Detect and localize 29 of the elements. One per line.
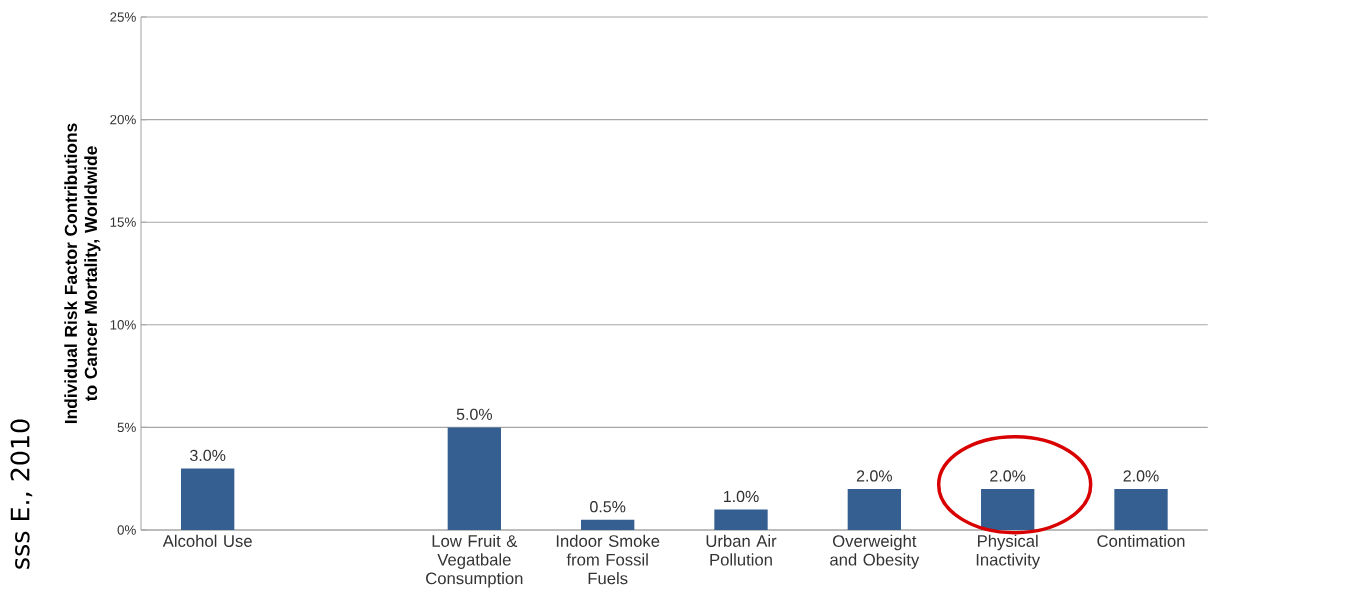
data-label: 3.0%	[190, 449, 226, 462]
text: sss E., 2010	[10, 419, 33, 569]
bar	[581, 519, 635, 530]
x-tick-label: Contimation	[1097, 534, 1185, 547]
data-label: 2.0%	[856, 470, 893, 482]
x-tick-label: Alcohol Use	[162, 534, 252, 547]
bar	[981, 488, 1035, 530]
y-axis-title: Individual Risk Factor Contributions to Cancer Mortality, Worldwide	[64, 123, 101, 424]
y-tick-label: 0%	[117, 525, 136, 535]
x-tick-label: Overweight and Obesity	[830, 534, 920, 569]
data-label: 2.0%	[990, 470, 1026, 482]
y-tick-label: 20%	[110, 114, 136, 125]
x-tick-label: Urban Air Pollution	[706, 534, 777, 566]
bar	[181, 468, 235, 530]
y-tick-label: 10%	[110, 320, 136, 330]
y-tick-label: 15%	[110, 217, 136, 227]
data-label: 0.5%	[590, 501, 626, 513]
y-tick-label: 25%	[110, 12, 136, 22]
data-label: 5.0%	[456, 408, 492, 421]
x-tick-label: Indoor Smoke from Fossil Fuels	[556, 534, 660, 585]
y-tick-label: 5%	[117, 422, 136, 433]
bar	[714, 509, 768, 530]
x-tick-label: Physical Inactivity	[976, 534, 1041, 569]
bar	[447, 427, 502, 530]
data-label: 2.0%	[1123, 470, 1159, 482]
bar	[1114, 488, 1168, 530]
x-tick-label: Low Fruit & Vegatbale Consumption	[426, 534, 523, 588]
data-label: 1.0%	[723, 490, 759, 503]
bar	[847, 488, 902, 530]
